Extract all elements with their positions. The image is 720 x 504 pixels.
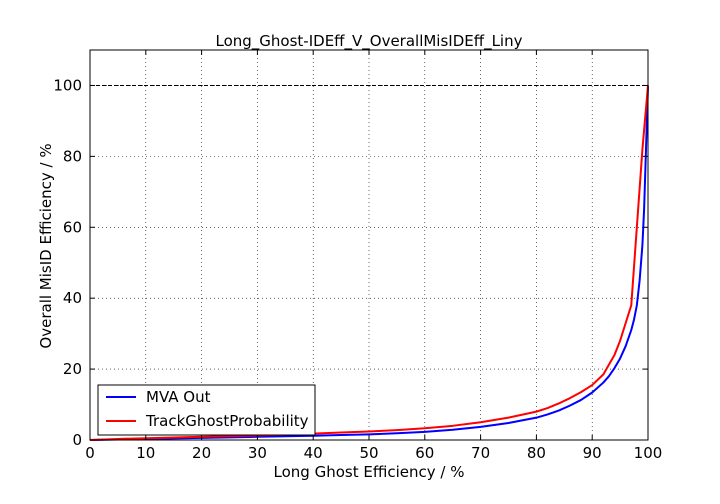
x-tick-labels: 0 10 20 30 40 50 60 70 80 90 100 — [85, 444, 662, 462]
x-tick-label: 0 — [85, 444, 95, 462]
x-tick-label: 40 — [304, 444, 323, 462]
y-axis-title: Overall MisID Efficiency / % — [37, 143, 55, 348]
series-layer — [89, 85, 649, 441]
grid-lines — [89, 50, 649, 441]
y-tick-label: 80 — [63, 147, 82, 165]
legend-box — [97, 384, 316, 436]
x-tick-label: 30 — [248, 444, 267, 462]
series-line-trackghostprobability — [89, 85, 649, 441]
x-axis-title: Long Ghost Efficiency / % — [274, 463, 465, 481]
x-tick-label: 50 — [359, 444, 378, 462]
legend: MVA Out TrackGhostProbability — [97, 384, 316, 436]
y-tick-label: 0 — [72, 431, 82, 449]
x-tick-label: 20 — [192, 444, 211, 462]
y-tick-label: 40 — [63, 289, 82, 307]
y-tick-label: 100 — [53, 76, 82, 94]
y-tick-label: 60 — [63, 218, 82, 236]
legend-label: TrackGhostProbability — [145, 412, 309, 430]
x-tick-label: 100 — [634, 444, 663, 462]
legend-label: MVA Out — [146, 388, 211, 406]
y-tick-labels: 0 20 40 60 80 100 — [53, 76, 82, 449]
axis-ticks — [89, 50, 649, 441]
series-line-mva-out — [89, 85, 649, 441]
chart-title: Long_Ghost-IDEff_V_OverallMisIDEff_Liny — [216, 32, 523, 51]
x-tick-label: 90 — [583, 444, 602, 462]
y-tick-label: 20 — [63, 360, 82, 378]
x-tick-label: 70 — [471, 444, 490, 462]
plot-frame — [89, 49, 649, 441]
x-tick-label: 10 — [136, 444, 155, 462]
x-tick-label: 80 — [527, 444, 546, 462]
x-tick-label: 60 — [415, 444, 434, 462]
